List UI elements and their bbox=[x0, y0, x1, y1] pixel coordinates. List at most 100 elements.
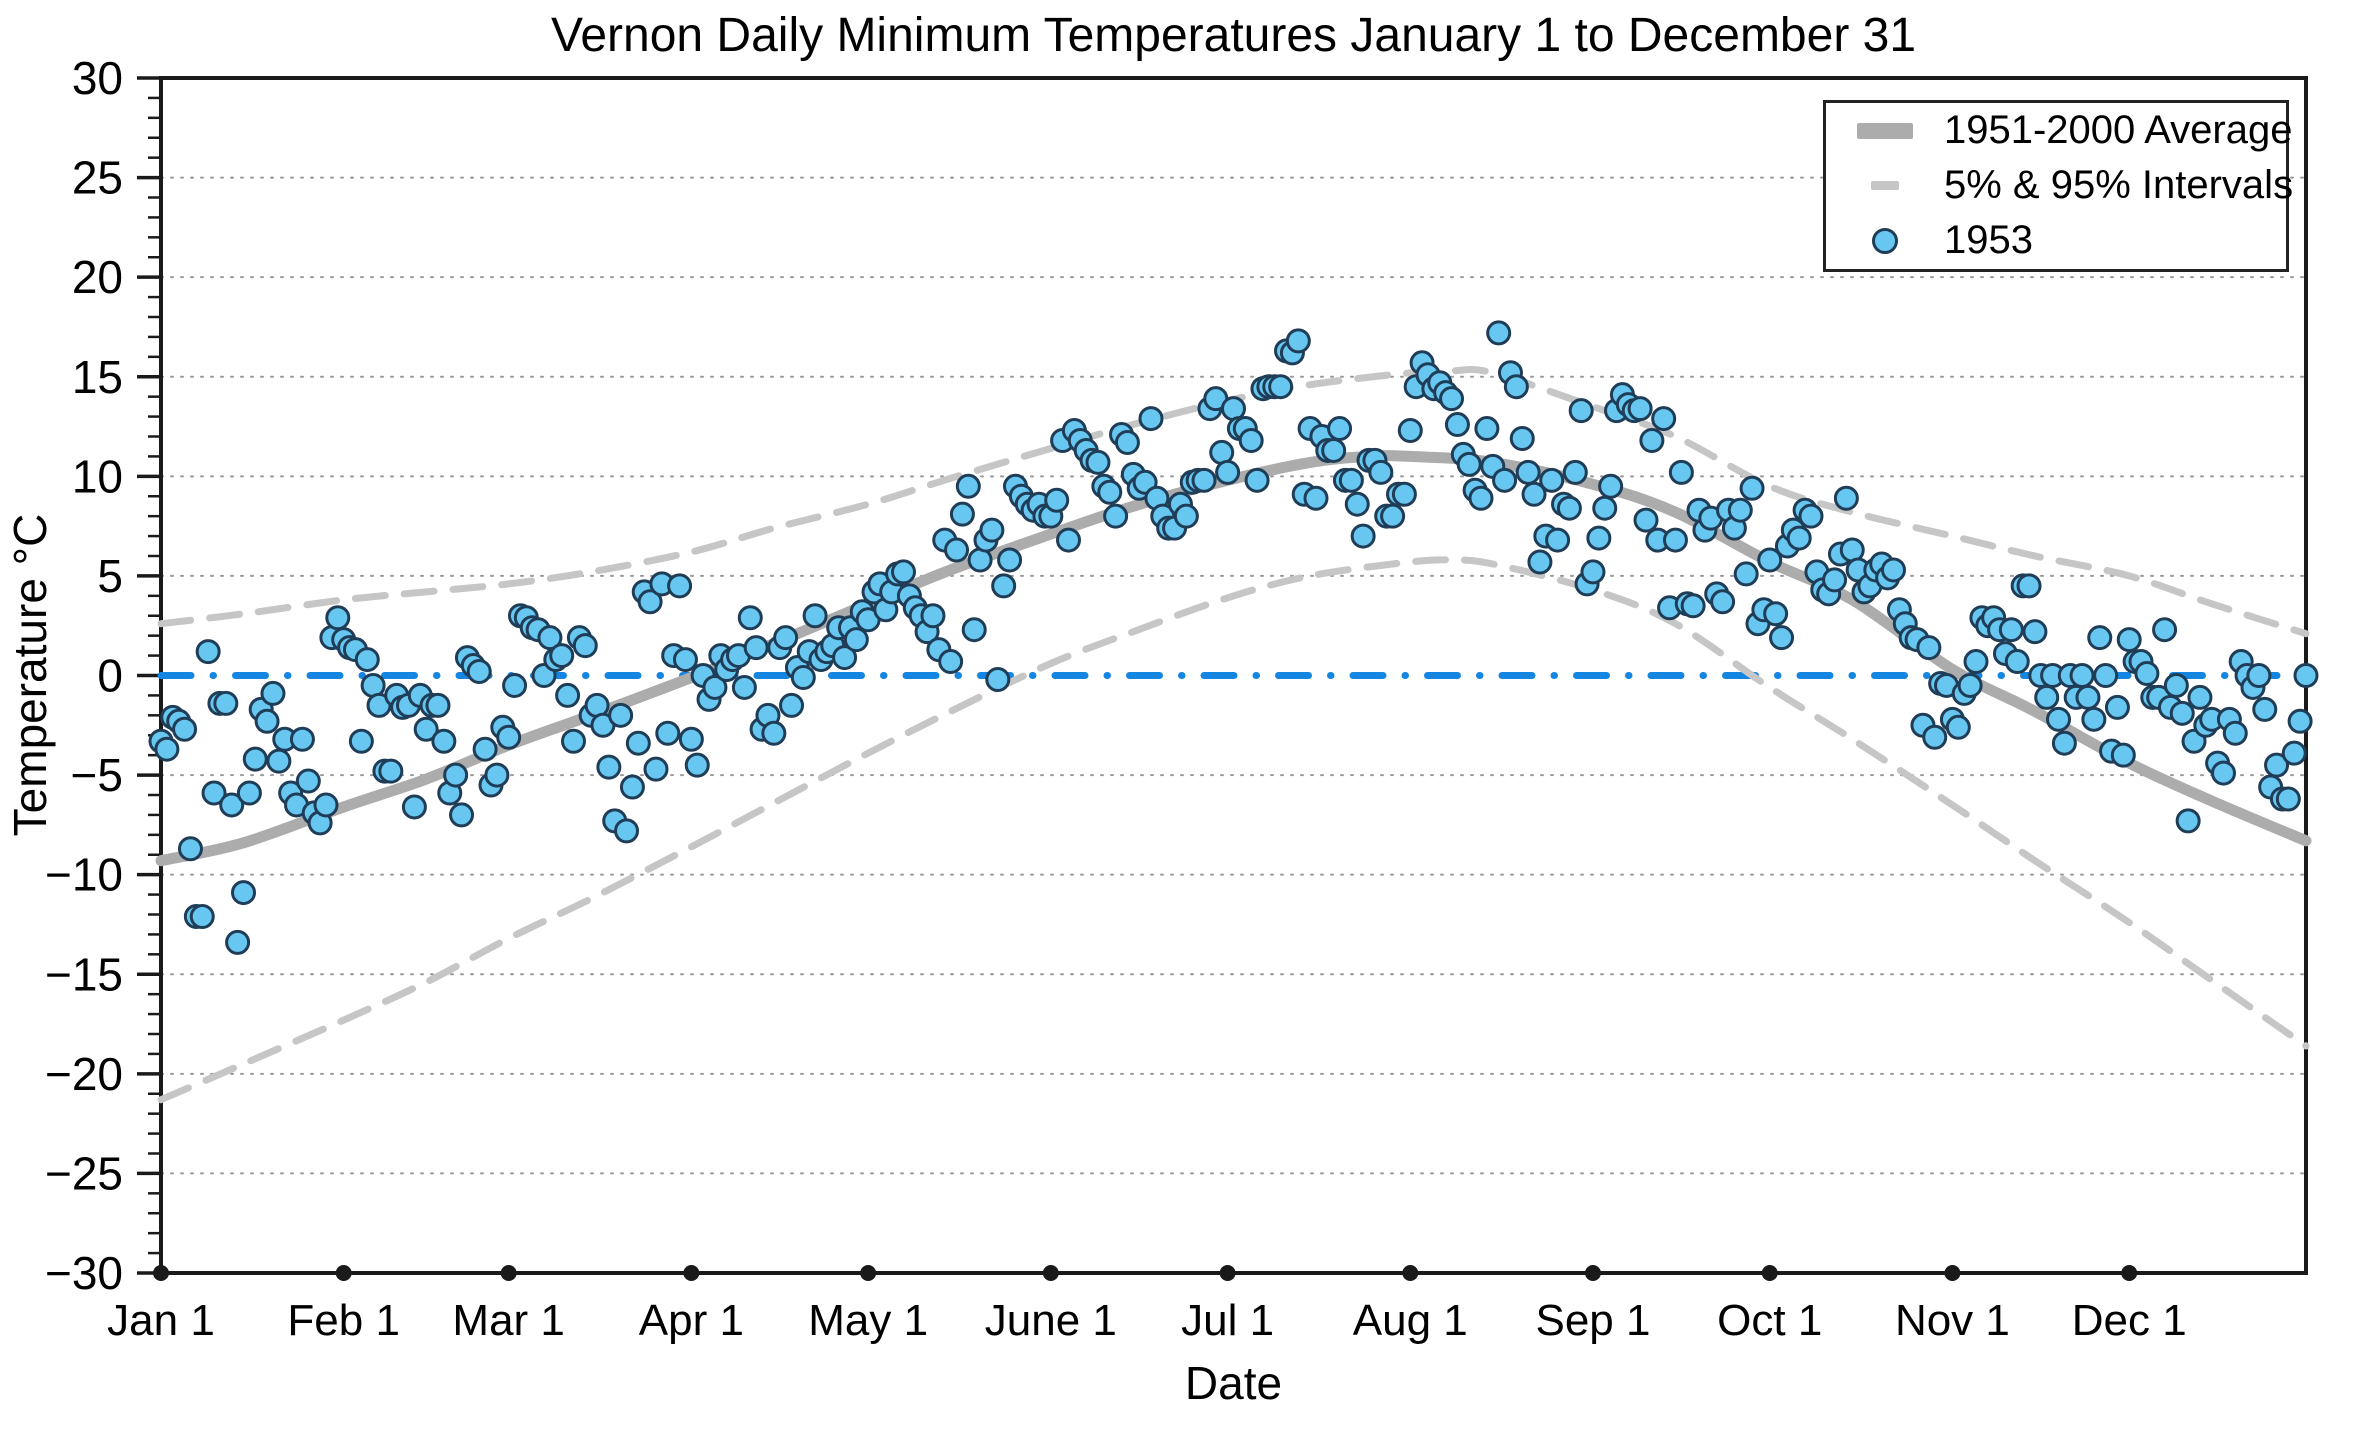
scatter-point bbox=[672, 647, 698, 673]
month-axis-dot bbox=[1402, 1265, 1419, 1281]
scatter-point bbox=[731, 674, 757, 700]
scatter-point bbox=[1509, 425, 1535, 451]
scatter-point bbox=[449, 802, 475, 828]
y-tick-label: −30 bbox=[45, 1247, 123, 1299]
scatter-point bbox=[944, 537, 970, 563]
month-axis-dot bbox=[1584, 1265, 1601, 1281]
scatter-point bbox=[1957, 672, 1983, 698]
interval-curve bbox=[157, 366, 2310, 638]
scatter-point bbox=[2222, 720, 2248, 746]
scatter-point bbox=[1527, 549, 1553, 575]
x-tick-label: Oct 1 bbox=[1717, 1296, 1822, 1345]
scatter-point bbox=[266, 748, 292, 774]
scatter-point bbox=[2169, 700, 2195, 726]
scatter-point bbox=[2004, 649, 2030, 675]
scatter-point bbox=[608, 702, 634, 728]
scatter-point bbox=[354, 647, 380, 673]
scatter-point bbox=[1651, 406, 1677, 432]
scatter-point bbox=[779, 692, 805, 718]
scatter-point bbox=[413, 716, 439, 742]
scatter-point bbox=[1662, 527, 1688, 553]
scatter-point bbox=[1916, 635, 1942, 661]
y-tick-label: −15 bbox=[45, 948, 123, 1000]
scatter-point bbox=[625, 730, 651, 756]
scatter-point bbox=[1456, 451, 1482, 477]
scatter-point bbox=[2034, 684, 2060, 710]
scatter-point bbox=[1285, 328, 1311, 354]
scatter-point bbox=[2016, 573, 2042, 599]
scatter-point bbox=[1922, 724, 1948, 750]
scatter-point bbox=[1798, 503, 1824, 529]
scatter-point bbox=[1397, 418, 1423, 444]
scatter-point bbox=[1727, 497, 1753, 523]
scatter-point bbox=[614, 818, 640, 844]
scatter-point bbox=[938, 649, 964, 675]
legend-label: 1951-2000 Average bbox=[1944, 108, 2293, 152]
scatter-point bbox=[2116, 627, 2142, 653]
y-axis-label: Temperature °C bbox=[4, 513, 56, 837]
scatter-point bbox=[254, 708, 280, 734]
scatter-point bbox=[1321, 437, 1347, 463]
scatter-point bbox=[637, 589, 663, 615]
scatter-point bbox=[1114, 429, 1140, 455]
x-tick-label: Feb 1 bbox=[287, 1296, 400, 1345]
scatter-point bbox=[1468, 485, 1494, 511]
scatter-point bbox=[177, 836, 203, 862]
scatter-point bbox=[1545, 527, 1571, 553]
scatter-point bbox=[1733, 561, 1759, 587]
x-tick-label: Jul 1 bbox=[1181, 1296, 1274, 1345]
scatter-point bbox=[1556, 495, 1582, 521]
scatter-point bbox=[236, 780, 262, 806]
scatter-point bbox=[2287, 708, 2313, 734]
legend-label: 5% & 95% Intervals bbox=[1944, 163, 2294, 207]
scatter-point bbox=[2110, 742, 2136, 768]
scatter-point bbox=[985, 666, 1011, 692]
scatter-point bbox=[443, 762, 469, 788]
scatter-point bbox=[2081, 706, 2107, 732]
scatter-point bbox=[1833, 485, 1859, 511]
y-tick-label: 20 bbox=[72, 251, 123, 303]
scatter-point bbox=[2187, 684, 2213, 710]
month-axis-dot bbox=[860, 1265, 877, 1281]
y-tick-label: −20 bbox=[45, 1048, 123, 1100]
scatter-point bbox=[2087, 625, 2113, 651]
scatter-point bbox=[1056, 527, 1081, 553]
x-tick-label: Sep 1 bbox=[1535, 1296, 1650, 1345]
scatter-point bbox=[472, 736, 498, 762]
scatter-point bbox=[1368, 459, 1394, 485]
scatter-point bbox=[1474, 416, 1500, 442]
scatter-point bbox=[425, 692, 451, 718]
scatter-point bbox=[378, 758, 404, 784]
scatter-point bbox=[496, 724, 522, 750]
interval-line-swatch bbox=[1871, 181, 1899, 190]
scatter-point bbox=[891, 559, 916, 585]
x-tick-label: Aug 1 bbox=[1353, 1296, 1468, 1345]
scatter-point bbox=[295, 768, 321, 794]
scatter-point bbox=[1215, 459, 1241, 485]
scatter-point bbox=[2069, 663, 2095, 688]
legend-item-intervals: 5% & 95% Intervals bbox=[1826, 158, 2293, 213]
scatter-marker-swatch bbox=[1872, 227, 1898, 254]
chart-title: Vernon Daily Minimum Temperatures Januar… bbox=[550, 9, 1917, 62]
month-axis-dot bbox=[335, 1265, 352, 1281]
scatter-point bbox=[843, 627, 869, 653]
x-axis-label: Date bbox=[1184, 1357, 1283, 1409]
scatter-point bbox=[1633, 507, 1659, 533]
scatter-point bbox=[189, 903, 215, 929]
scatter-point bbox=[2093, 663, 2119, 688]
scatter-point bbox=[1268, 374, 1294, 400]
scatter-point bbox=[2175, 808, 2201, 834]
scatter-point bbox=[2275, 786, 2301, 812]
scatter-point bbox=[2051, 730, 2077, 756]
scatter-point bbox=[1380, 503, 1406, 529]
scatter-point bbox=[1710, 589, 1736, 615]
scatter-point bbox=[643, 756, 669, 782]
x-tick-label: Jan 1 bbox=[107, 1296, 215, 1345]
scatter-point bbox=[502, 672, 528, 698]
interval-curve bbox=[157, 556, 2310, 1104]
scatter-point bbox=[1103, 503, 1129, 529]
scatter-point bbox=[802, 603, 828, 629]
month-axis-dot bbox=[500, 1265, 517, 1281]
scatter-point bbox=[1680, 593, 1706, 619]
scatter-point bbox=[1085, 449, 1111, 475]
